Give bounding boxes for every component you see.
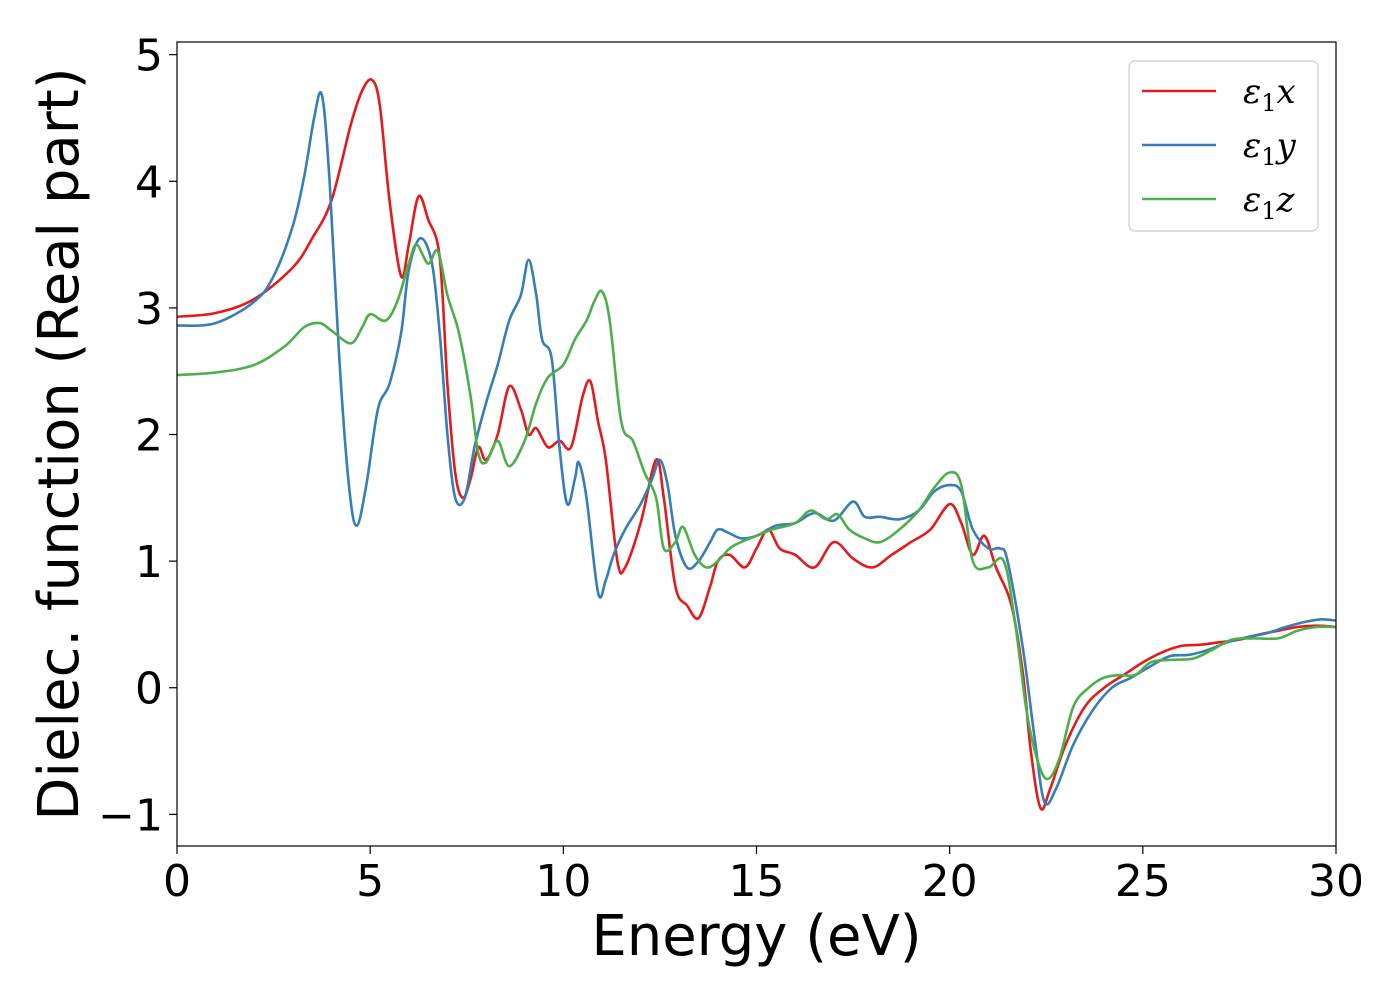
y-axis-title: Dielec. function (Real part) xyxy=(27,67,92,820)
x-tick-label: 15 xyxy=(729,856,785,907)
legend: ε1x ε1y ε1z xyxy=(1128,60,1319,232)
y-tick-label: 0 xyxy=(135,664,163,715)
x-tick-label: 0 xyxy=(163,856,191,907)
y-tick-label: −1 xyxy=(98,790,163,841)
y-tick-label: 3 xyxy=(135,284,163,335)
x-axis: 0 5 10 15 20 25 30 xyxy=(163,846,1364,907)
legend-label-y: ε1y xyxy=(1243,126,1297,171)
legend-label-x: ε1x xyxy=(1243,72,1296,117)
x-tick-label: 30 xyxy=(1308,856,1364,907)
x-tick-label: 5 xyxy=(356,856,384,907)
legend-label-z: ε1z xyxy=(1243,180,1296,225)
series-line-z xyxy=(176,243,1337,781)
series-line-x xyxy=(176,78,1337,811)
x-tick-label: 20 xyxy=(922,856,978,907)
series-line-y xyxy=(176,91,1337,806)
x-tick-label: 25 xyxy=(1115,856,1171,907)
x-axis-title: Energy (eV) xyxy=(591,904,921,969)
x-tick-label: 10 xyxy=(535,856,591,907)
y-tick-label: 1 xyxy=(135,537,163,588)
y-axis: −1 0 1 2 3 4 5 xyxy=(98,31,177,841)
y-tick-label: 2 xyxy=(135,411,163,462)
legend-box xyxy=(1128,60,1319,232)
y-tick-label: 5 xyxy=(135,31,163,82)
y-tick-label: 4 xyxy=(135,157,163,208)
series-lines xyxy=(176,78,1337,811)
